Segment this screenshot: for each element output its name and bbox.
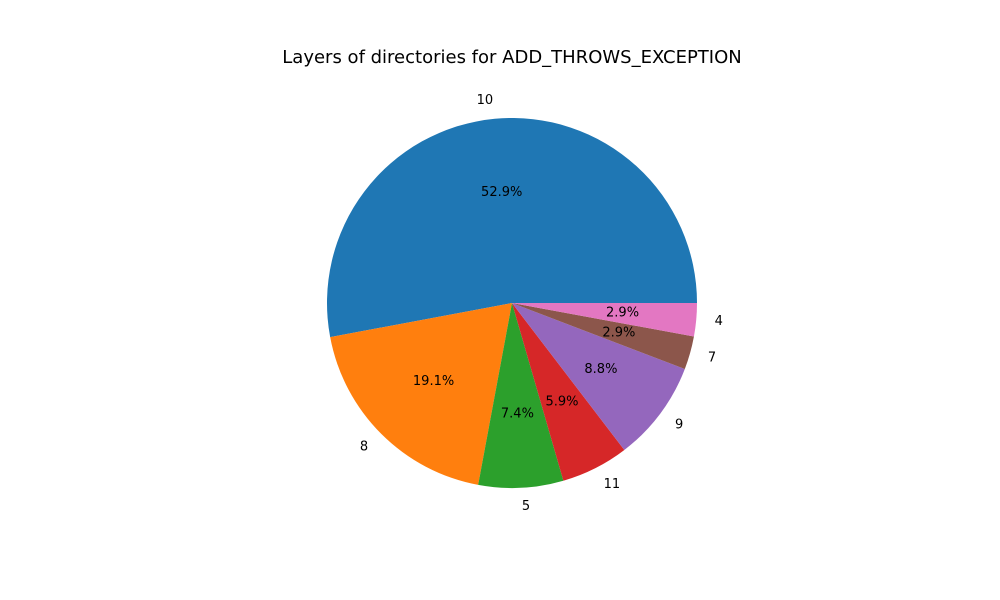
pie-slices (326, 118, 697, 488)
pie-slice-8 (330, 303, 512, 485)
slice-label-4: 4 (715, 314, 723, 329)
slice-label-11: 11 (604, 477, 621, 492)
slice-label-8: 8 (360, 440, 368, 455)
slice-label-10: 10 (477, 93, 494, 108)
chart-title: Layers of directories for ADD_THROWS_EXC… (282, 47, 741, 68)
pct-label-4: 2.9% (606, 306, 639, 321)
pie-slice-5 (478, 303, 564, 488)
pct-label-7: 2.9% (602, 325, 635, 340)
pct-label-11: 5.9% (545, 395, 578, 410)
pie-labels: 10 52.9% 8 19.1% 5 7.4% 11 5.9% 9 8.8% 7 2.9% 4 2.9% (360, 93, 723, 514)
pct-label-10: 52.9% (481, 185, 522, 200)
slice-label-5: 5 (522, 499, 530, 514)
pie-slice-11 (512, 303, 625, 481)
slice-label-9: 9 (675, 417, 683, 432)
slice-label-7: 7 (708, 350, 716, 365)
pct-label-9: 8.8% (584, 362, 617, 377)
pct-label-5: 7.4% (501, 406, 534, 421)
pie-slice-4 (512, 303, 697, 337)
pct-label-8: 19.1% (413, 374, 454, 389)
pie-slice-10 (326, 118, 697, 338)
pie-slice-7 (512, 303, 694, 369)
pie-slice-9 (512, 303, 685, 450)
